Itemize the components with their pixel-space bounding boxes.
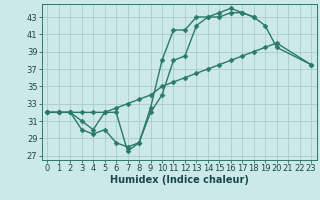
X-axis label: Humidex (Indice chaleur): Humidex (Indice chaleur) (110, 175, 249, 185)
